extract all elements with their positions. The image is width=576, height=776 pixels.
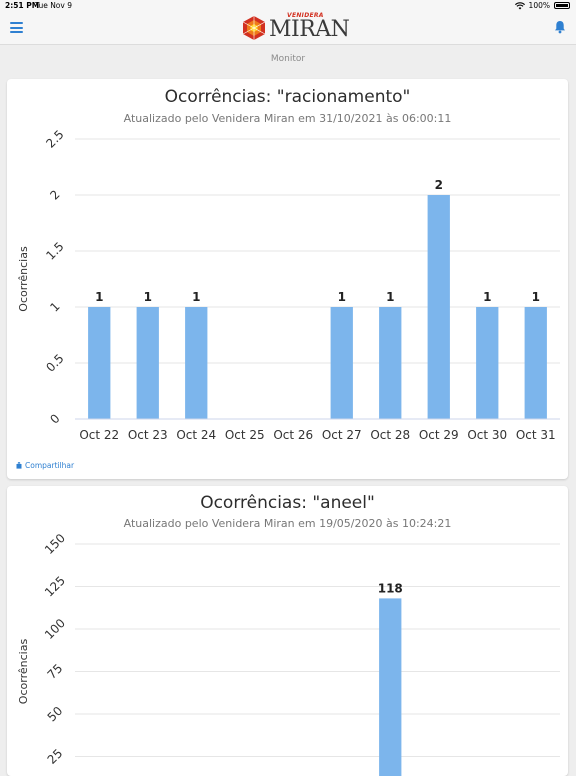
logo-text: VENIDERA MIRAN bbox=[269, 12, 350, 42]
share-icon bbox=[16, 462, 22, 469]
chart-card-racionamento: Ocorrências: "racionamento" Atualizado p… bbox=[7, 79, 568, 479]
chart-card-aneel: Ocorrências: "aneel" Atualizado pelo Ven… bbox=[7, 486, 568, 776]
x-tick-label: Oct 29 bbox=[419, 428, 459, 442]
y-axis-label: Ocorrências bbox=[17, 639, 30, 705]
battery-icon bbox=[554, 2, 570, 9]
page-subheader: Monitor bbox=[0, 45, 576, 70]
y-tick-label: 0.5 bbox=[43, 351, 66, 374]
y-tick-label: 50 bbox=[45, 704, 66, 725]
bell-icon[interactable] bbox=[554, 20, 566, 34]
y-tick-label: 1 bbox=[47, 299, 62, 314]
data-label: 1 bbox=[338, 290, 346, 304]
status-date: Tue Nov 9 bbox=[35, 1, 72, 10]
page-title: Monitor bbox=[270, 54, 306, 64]
x-tick-label: Oct 25 bbox=[225, 428, 265, 442]
y-tick-label: 2 bbox=[47, 187, 62, 202]
y-tick-label: 2.5 bbox=[43, 127, 66, 150]
bar bbox=[476, 307, 499, 419]
data-label: 118 bbox=[378, 581, 403, 595]
logo-small-text: VENIDERA bbox=[287, 12, 324, 19]
data-label: 1 bbox=[386, 290, 394, 304]
x-tick-label: Oct 26 bbox=[273, 428, 313, 442]
data-label: 1 bbox=[95, 290, 103, 304]
bar bbox=[330, 307, 353, 419]
y-tick-label: 150 bbox=[42, 531, 68, 557]
y-tick-label: 1.5 bbox=[43, 239, 66, 262]
data-label: 1 bbox=[483, 290, 491, 304]
bar-chart-aneel: 25 50 75 100 125 150 Ocorrências 118 bbox=[17, 531, 560, 776]
card-subtitle: Atualizado pelo Venidera Miran em 31/10/… bbox=[123, 112, 452, 125]
y-tick-label: 25 bbox=[45, 746, 66, 767]
bar-chart-racionamento: 0 0.5 1 1.5 2 2.5 Ocorrências 1 Oct 22 1 Oct 23 1 Oc… bbox=[17, 127, 560, 442]
x-tick-label: Oct 27 bbox=[322, 428, 362, 442]
hamburger-menu-icon[interactable] bbox=[10, 22, 23, 33]
y-tick-label: 0 bbox=[47, 411, 62, 426]
x-tick-label: Oct 22 bbox=[79, 428, 119, 442]
y-tick-label: 125 bbox=[42, 573, 68, 599]
data-label: 1 bbox=[532, 290, 540, 304]
x-tick-label: Oct 24 bbox=[176, 428, 216, 442]
card-title: Ocorrências: "racionamento" bbox=[164, 87, 411, 107]
y-axis-label: Ocorrências bbox=[17, 246, 30, 312]
share-label: Compartilhar bbox=[25, 461, 75, 470]
bar bbox=[379, 598, 402, 776]
x-tick-label: Oct 23 bbox=[128, 428, 168, 442]
y-tick-label: 75 bbox=[45, 661, 66, 682]
y-tick-label: 100 bbox=[42, 616, 68, 642]
logo-mark-icon bbox=[242, 16, 266, 40]
app-header: VENIDERA MIRAN bbox=[0, 12, 576, 45]
battery-percent: 100% bbox=[528, 1, 550, 10]
wifi-icon bbox=[514, 1, 525, 9]
bar bbox=[379, 307, 402, 419]
x-tick-label: Oct 30 bbox=[467, 428, 507, 442]
card-title: Ocorrências: "aneel" bbox=[200, 493, 375, 513]
bar bbox=[88, 307, 111, 419]
x-tick-label: Oct 28 bbox=[370, 428, 410, 442]
status-bar: 2:51 PM Tue Nov 9 100% bbox=[0, 0, 576, 12]
card-subtitle: Atualizado pelo Venidera Miran em 19/05/… bbox=[123, 517, 452, 530]
bar bbox=[185, 307, 208, 419]
bar bbox=[427, 195, 450, 419]
data-label: 1 bbox=[144, 290, 152, 304]
bar bbox=[524, 307, 547, 419]
status-right: 100% bbox=[514, 1, 570, 10]
logo-main-text: MIRAN bbox=[269, 17, 350, 42]
data-label: 2 bbox=[435, 178, 443, 192]
bar bbox=[136, 307, 159, 419]
logo: VENIDERA MIRAN bbox=[242, 12, 350, 42]
share-link[interactable]: Compartilhar bbox=[16, 461, 74, 470]
x-tick-label: Oct 31 bbox=[516, 428, 556, 442]
status-time: 2:51 PM bbox=[5, 1, 40, 10]
data-label: 1 bbox=[192, 290, 200, 304]
